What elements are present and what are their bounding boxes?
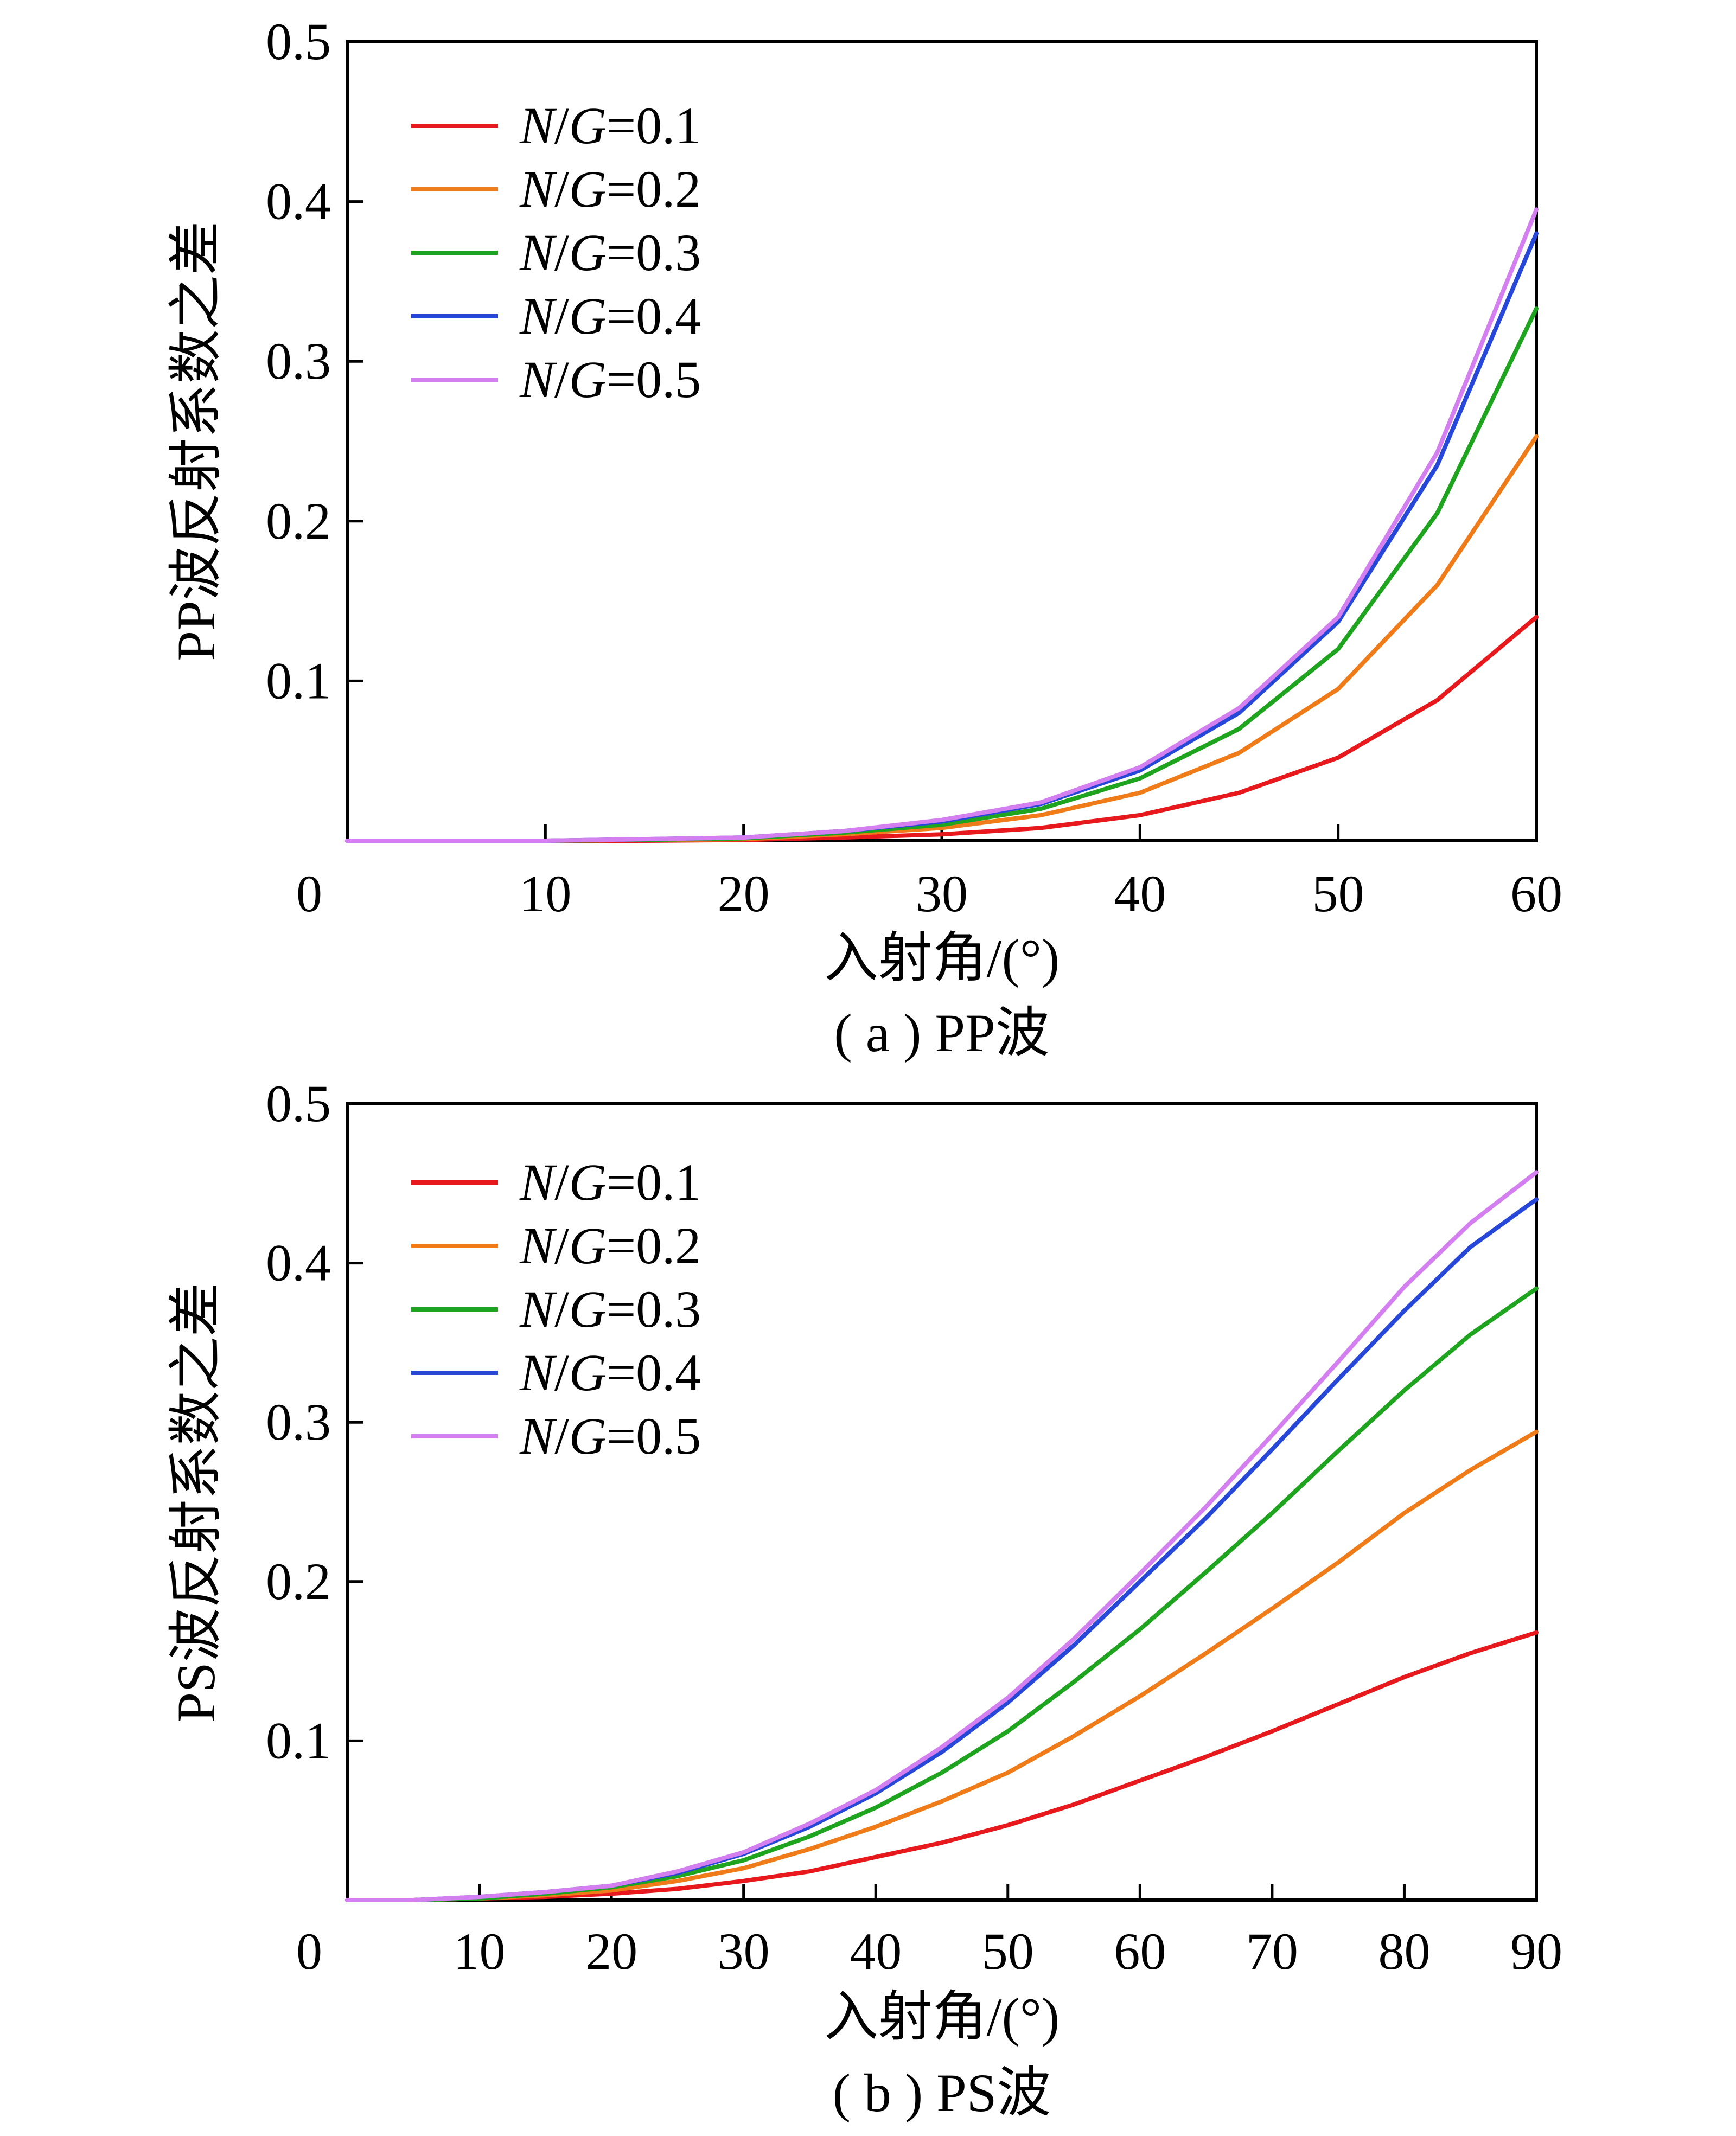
legend-label: N/G=0.4 — [519, 1344, 701, 1402]
x-tick-label: 30 — [718, 1922, 770, 1980]
series-line-5 — [345, 207, 1539, 843]
x-tick-labels: 0 10 20 30 40 50 60 — [296, 865, 1562, 923]
legend-label: N/G=0.2 — [519, 1217, 701, 1275]
legend-label: N/G=0.3 — [519, 223, 701, 282]
series-lines — [345, 1170, 1539, 1902]
plot-frame — [346, 1102, 1538, 1902]
legend-label: N/G=0.5 — [519, 350, 701, 408]
x-tick-label: 60 — [1114, 1922, 1166, 1980]
x-tick-label: 20 — [585, 1922, 637, 1980]
x-tick-label: 10 — [454, 1922, 506, 1980]
legend-label: N/G=0.5 — [519, 1407, 701, 1465]
legend-label: N/G=0.1 — [519, 1153, 701, 1211]
x-tick-label: 0 — [296, 1922, 322, 1980]
x-tick-label: 30 — [916, 865, 968, 923]
y-tick-label: 0.2 — [266, 492, 331, 550]
y-tick-label: 0.2 — [266, 1552, 331, 1610]
panel-caption: ( b ) PS波 — [833, 2063, 1051, 2123]
legend-label: N/G=0.3 — [519, 1280, 701, 1338]
series-line-5 — [345, 1170, 1539, 1902]
y-tick-label: 0.3 — [266, 332, 331, 390]
x-tick-label: 70 — [1246, 1922, 1298, 1980]
chart-panel-a: 0 10 20 30 40 50 60 0.10.20.30.40.5 N/G=0.1N/G… — [166, 12, 1562, 1063]
y-tick-label: 0.5 — [266, 12, 331, 71]
x-tick-label: 50 — [1312, 865, 1364, 923]
tick-marks — [347, 1262, 1406, 1900]
x-tick-label: 40 — [850, 1922, 902, 1980]
y-tick-labels: 0.1 0.2 0.3 0.4 0.5 — [266, 12, 331, 709]
legend: N/G=0.1 N/G=0.2N/G=0.3 N/G=0.4N/G=0.5 — [411, 1153, 701, 1465]
legend-label: N/G=0.1 — [519, 97, 701, 155]
series-lines — [345, 207, 1539, 843]
y-tick-label: 0.5 — [266, 1075, 331, 1133]
x-tick-label: 90 — [1510, 1922, 1562, 1980]
x-tick-label: 40 — [1114, 865, 1166, 923]
x-tick-label: 10 — [519, 865, 571, 923]
x-tick-label: 60 — [1510, 865, 1562, 923]
x-tick-label: 20 — [718, 865, 770, 923]
x-tick-label: 0 — [296, 865, 322, 923]
x-axis-title: 入射角/(°) — [824, 928, 1060, 988]
legend-label: N/G=0.4 — [519, 287, 701, 345]
y-tick-labels: 0.1 0.2 0.3 0.4 0.5 — [266, 1075, 331, 1769]
series-line-1 — [345, 1630, 1539, 1902]
y-tick-label: 0.3 — [266, 1393, 331, 1451]
legend: N/G=0.1N/G=0.2N/G=0.3N/G=0.4N/G=0.5 — [411, 97, 701, 408]
y-tick-label: 0.4 — [266, 1234, 331, 1292]
y-tick-label: 0.4 — [266, 172, 331, 231]
x-axis-title: 入射角/(°) — [824, 1987, 1060, 2047]
panel-caption: ( a ) PP波 — [834, 1003, 1049, 1063]
series-line-2 — [345, 1429, 1539, 1902]
x-tick-label: 80 — [1378, 1922, 1430, 1980]
tick-marks — [347, 200, 1340, 841]
series-line-1 — [345, 615, 1539, 843]
y-tick-label: 0.1 — [266, 651, 331, 709]
legend-label: N/G=0.2 — [519, 160, 701, 218]
series-line-2 — [345, 434, 1539, 843]
x-tick-labels: 0 10 20 30 40 50 60 70 80 90 — [296, 1922, 1562, 1980]
x-tick-label: 50 — [982, 1922, 1034, 1980]
y-axis-title: PP波反射系数之差 — [166, 221, 226, 661]
y-axis-title: PS波反射系数之差 — [166, 1282, 226, 1722]
chart-panel-b: 0 10 20 30 40 50 60 70 80 90 0.1 0.2 0.3 0.4 0.5 N/G=… — [166, 1075, 1562, 2123]
y-tick-label: 0.1 — [266, 1711, 331, 1769]
